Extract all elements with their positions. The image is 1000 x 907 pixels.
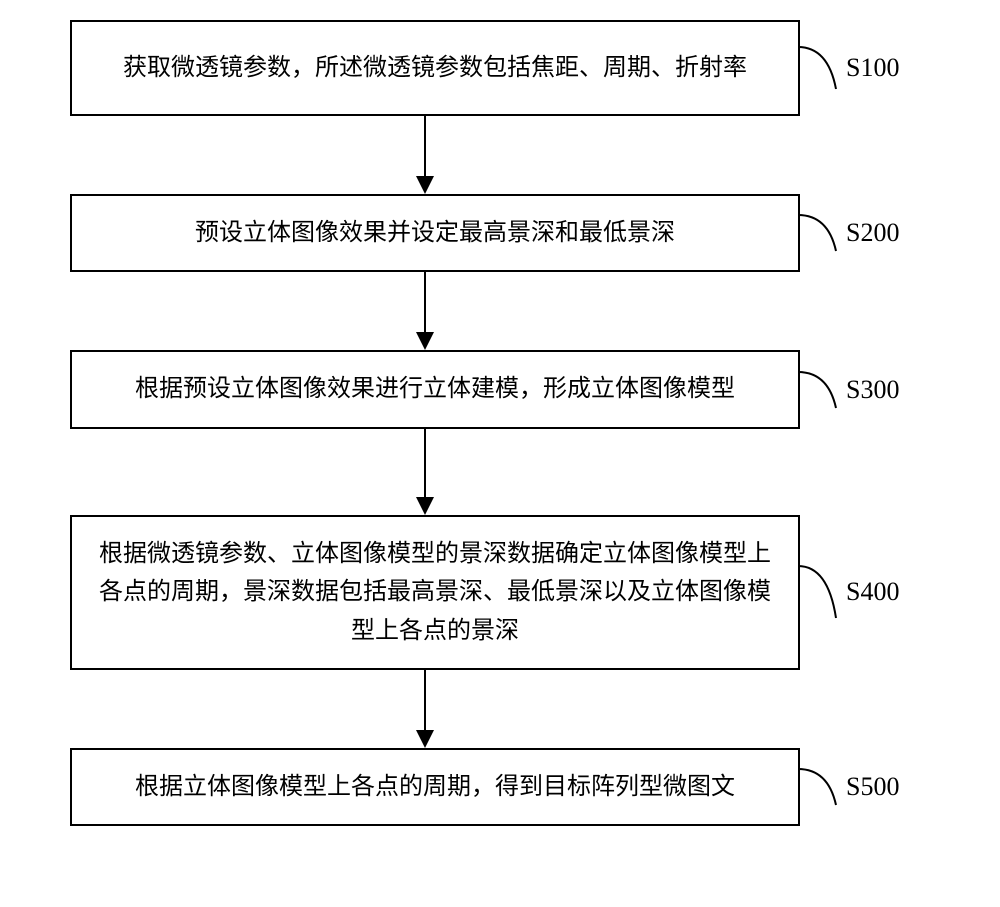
step-label-wrap: S300 (800, 370, 899, 410)
step-label-wrap: S500 (800, 767, 899, 807)
curve-connector-icon (798, 213, 840, 253)
flowchart-container: 获取微透镜参数，所述微透镜参数包括焦距、周期、折射率 S100 预设立体图像效果… (40, 20, 960, 826)
step-box-s400: 根据微透镜参数、立体图像模型的景深数据确定立体图像模型上各点的周期，景深数据包括… (70, 515, 800, 670)
step-text: 获取微透镜参数，所述微透镜参数包括焦距、周期、折射率 (123, 49, 747, 87)
curve-connector-icon (798, 767, 840, 807)
arrow-wrap (0, 116, 870, 194)
step-label-wrap: S400 (800, 564, 899, 620)
step-row: 根据立体图像模型上各点的周期，得到目标阵列型微图文 S500 (40, 748, 960, 826)
arrow-down-icon (410, 429, 440, 515)
step-text: 根据立体图像模型上各点的周期，得到目标阵列型微图文 (135, 768, 735, 806)
step-label: S500 (846, 772, 899, 802)
arrow-down-icon (410, 670, 440, 748)
step-label: S400 (846, 577, 899, 607)
step-text: 根据微透镜参数、立体图像模型的景深数据确定立体图像模型上各点的周期，景深数据包括… (96, 535, 774, 650)
arrow-down-icon (410, 116, 440, 194)
step-label: S100 (846, 53, 899, 83)
step-row: 预设立体图像效果并设定最高景深和最低景深 S200 (40, 194, 960, 272)
step-box-s300: 根据预设立体图像效果进行立体建模，形成立体图像模型 (70, 350, 800, 428)
arrow-wrap (0, 670, 870, 748)
step-label-wrap: S200 (800, 213, 899, 253)
curve-connector-icon (798, 45, 840, 91)
step-label-wrap: S100 (800, 45, 899, 91)
arrow-down-icon (410, 272, 440, 350)
step-label: S200 (846, 218, 899, 248)
step-label: S300 (846, 375, 899, 405)
step-text: 预设立体图像效果并设定最高景深和最低景深 (195, 214, 675, 252)
step-row: 获取微透镜参数，所述微透镜参数包括焦距、周期、折射率 S100 (40, 20, 960, 116)
curve-connector-icon (798, 370, 840, 410)
arrow-wrap (0, 429, 870, 515)
arrow-wrap (0, 272, 870, 350)
step-text: 根据预设立体图像效果进行立体建模，形成立体图像模型 (135, 370, 735, 408)
curve-connector-icon (798, 564, 840, 620)
step-box-s500: 根据立体图像模型上各点的周期，得到目标阵列型微图文 (70, 748, 800, 826)
step-box-s100: 获取微透镜参数，所述微透镜参数包括焦距、周期、折射率 (70, 20, 800, 116)
step-box-s200: 预设立体图像效果并设定最高景深和最低景深 (70, 194, 800, 272)
step-row: 根据微透镜参数、立体图像模型的景深数据确定立体图像模型上各点的周期，景深数据包括… (40, 515, 960, 670)
step-row: 根据预设立体图像效果进行立体建模，形成立体图像模型 S300 (40, 350, 960, 428)
